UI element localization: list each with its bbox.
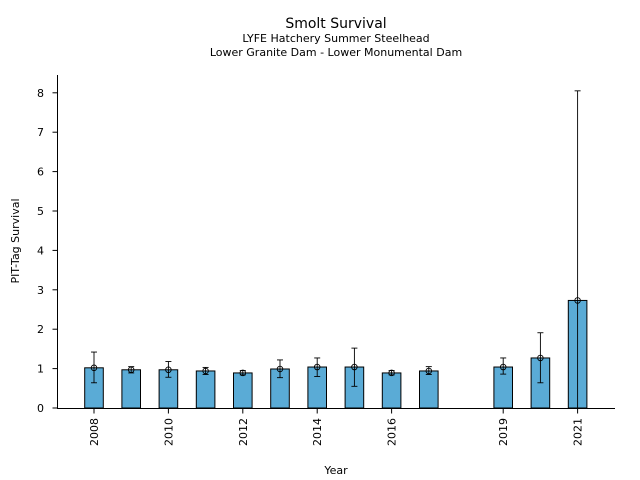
x-tick-label: 2019: [497, 418, 510, 446]
y-tick-label: 1: [37, 363, 44, 376]
bar-2016: [381, 372, 402, 409]
point-marker-2013: [276, 365, 284, 373]
y-axis-label: PIT-Tag Survival: [9, 198, 22, 283]
y-tick-label: 0: [37, 402, 44, 415]
x-tick-label: 2021: [572, 418, 585, 446]
y-tick-label: 4: [37, 244, 44, 257]
y-tick-label: 2: [37, 323, 44, 336]
point-marker-2008: [90, 364, 98, 372]
x-tick-label: 2012: [237, 418, 250, 446]
chart-subtitle-line-2: Lower Granite Dam - Lower Monumental Dam: [210, 46, 462, 59]
point-marker-2015: [351, 363, 358, 371]
y-tick-label: 8: [37, 87, 44, 100]
chart-subtitle-line-1: LYFE Hatchery Summer Steelhead: [242, 32, 429, 45]
point-marker-2012: [239, 369, 247, 377]
point-marker-2011: [202, 367, 209, 375]
x-axis-label: Year: [323, 464, 348, 477]
bar-2017: [419, 370, 439, 409]
point-marker-2021: [574, 297, 581, 304]
chart-title: Smolt Survival: [285, 16, 386, 32]
point-marker-2014: [313, 363, 321, 371]
point-marker-2009: [127, 366, 135, 374]
x-tick-label: 2016: [386, 418, 399, 446]
bar-2011: [195, 370, 216, 409]
y-tick-label: 3: [37, 284, 44, 297]
point-marker-2016: [388, 369, 395, 377]
point-marker-2020: [537, 354, 544, 362]
y-tick-label: 6: [37, 166, 44, 179]
plot-area: 0 1 2 3 4 5 6 7 8 2008 2010 2012 2014 2016 2019 2021: [37, 87, 588, 446]
y-tick-label: 7: [37, 126, 44, 139]
x-tick-label: 2008: [88, 418, 101, 446]
point-marker-2010: [165, 366, 172, 374]
x-tick-label: 2010: [162, 418, 175, 446]
x-tick-label: 2014: [311, 418, 324, 446]
y-tick-label: 5: [37, 205, 44, 218]
point-marker-2017: [425, 367, 433, 375]
bar-2009: [121, 369, 142, 409]
bar-2012: [233, 372, 253, 409]
point-marker-2019: [499, 363, 507, 371]
